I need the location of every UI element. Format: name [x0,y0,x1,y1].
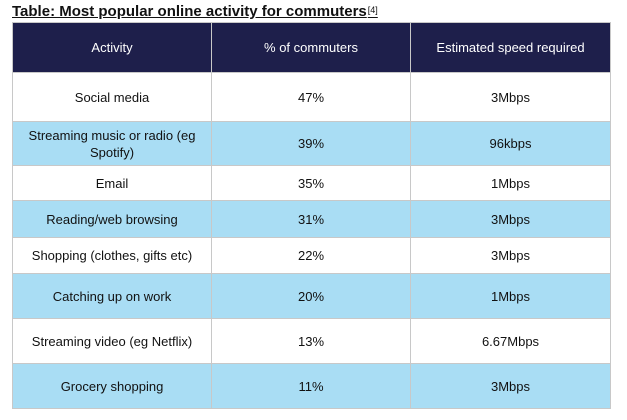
cell-activity: Email [12,165,212,201]
table-header-row: Activity % of commuters Estimated speed … [12,22,611,73]
cell-speed: 3Mbps [410,72,611,122]
header-activity: Activity [12,22,212,73]
cell-activity: Shopping (clothes, gifts etc) [12,237,212,274]
cell-activity: Reading/web browsing [12,200,212,238]
header-percent-of-commuters: % of commuters [211,22,411,73]
cell-percent: 20% [211,273,411,319]
cell-speed: 3Mbps [410,363,611,409]
cell-percent: 13% [211,318,411,364]
commuter-activity-table: Activity % of commuters Estimated speed … [12,22,611,409]
cell-speed: 6.67Mbps [410,318,611,364]
cell-percent: 31% [211,200,411,238]
cell-activity: Streaming music or radio (eg Spotify) [12,121,212,166]
cell-activity: Grocery shopping [12,363,212,409]
table-row: Streaming music or radio (eg Spotify) 39… [12,121,611,166]
table-row: Social media 47% 3Mbps [12,72,611,122]
table-row: Shopping (clothes, gifts etc) 22% 3Mbps [12,237,611,274]
cell-percent: 35% [211,165,411,201]
footnote-reference[interactable]: [4] [367,5,378,15]
cell-activity: Streaming video (eg Netflix) [12,318,212,364]
cell-percent: 47% [211,72,411,122]
cell-activity: Catching up on work [12,273,212,319]
header-estimated-speed: Estimated speed required [410,22,611,73]
table-title: Table: Most popular online activity for … [12,3,378,21]
cell-speed: 3Mbps [410,200,611,238]
cell-speed: 96kbps [410,121,611,166]
table-row: Streaming video (eg Netflix) 13% 6.67Mbp… [12,318,611,364]
cell-speed: 1Mbps [410,165,611,201]
table-title-text: Table: Most popular online activity for … [12,3,367,20]
table-row: Reading/web browsing 31% 3Mbps [12,200,611,238]
table-row: Grocery shopping 11% 3Mbps [12,363,611,409]
cell-percent: 39% [211,121,411,166]
cell-percent: 22% [211,237,411,274]
table-row: Email 35% 1Mbps [12,165,611,201]
cell-speed: 3Mbps [410,237,611,274]
table-row: Catching up on work 20% 1Mbps [12,273,611,319]
cell-speed: 1Mbps [410,273,611,319]
cell-percent: 11% [211,363,411,409]
cell-activity: Social media [12,72,212,122]
